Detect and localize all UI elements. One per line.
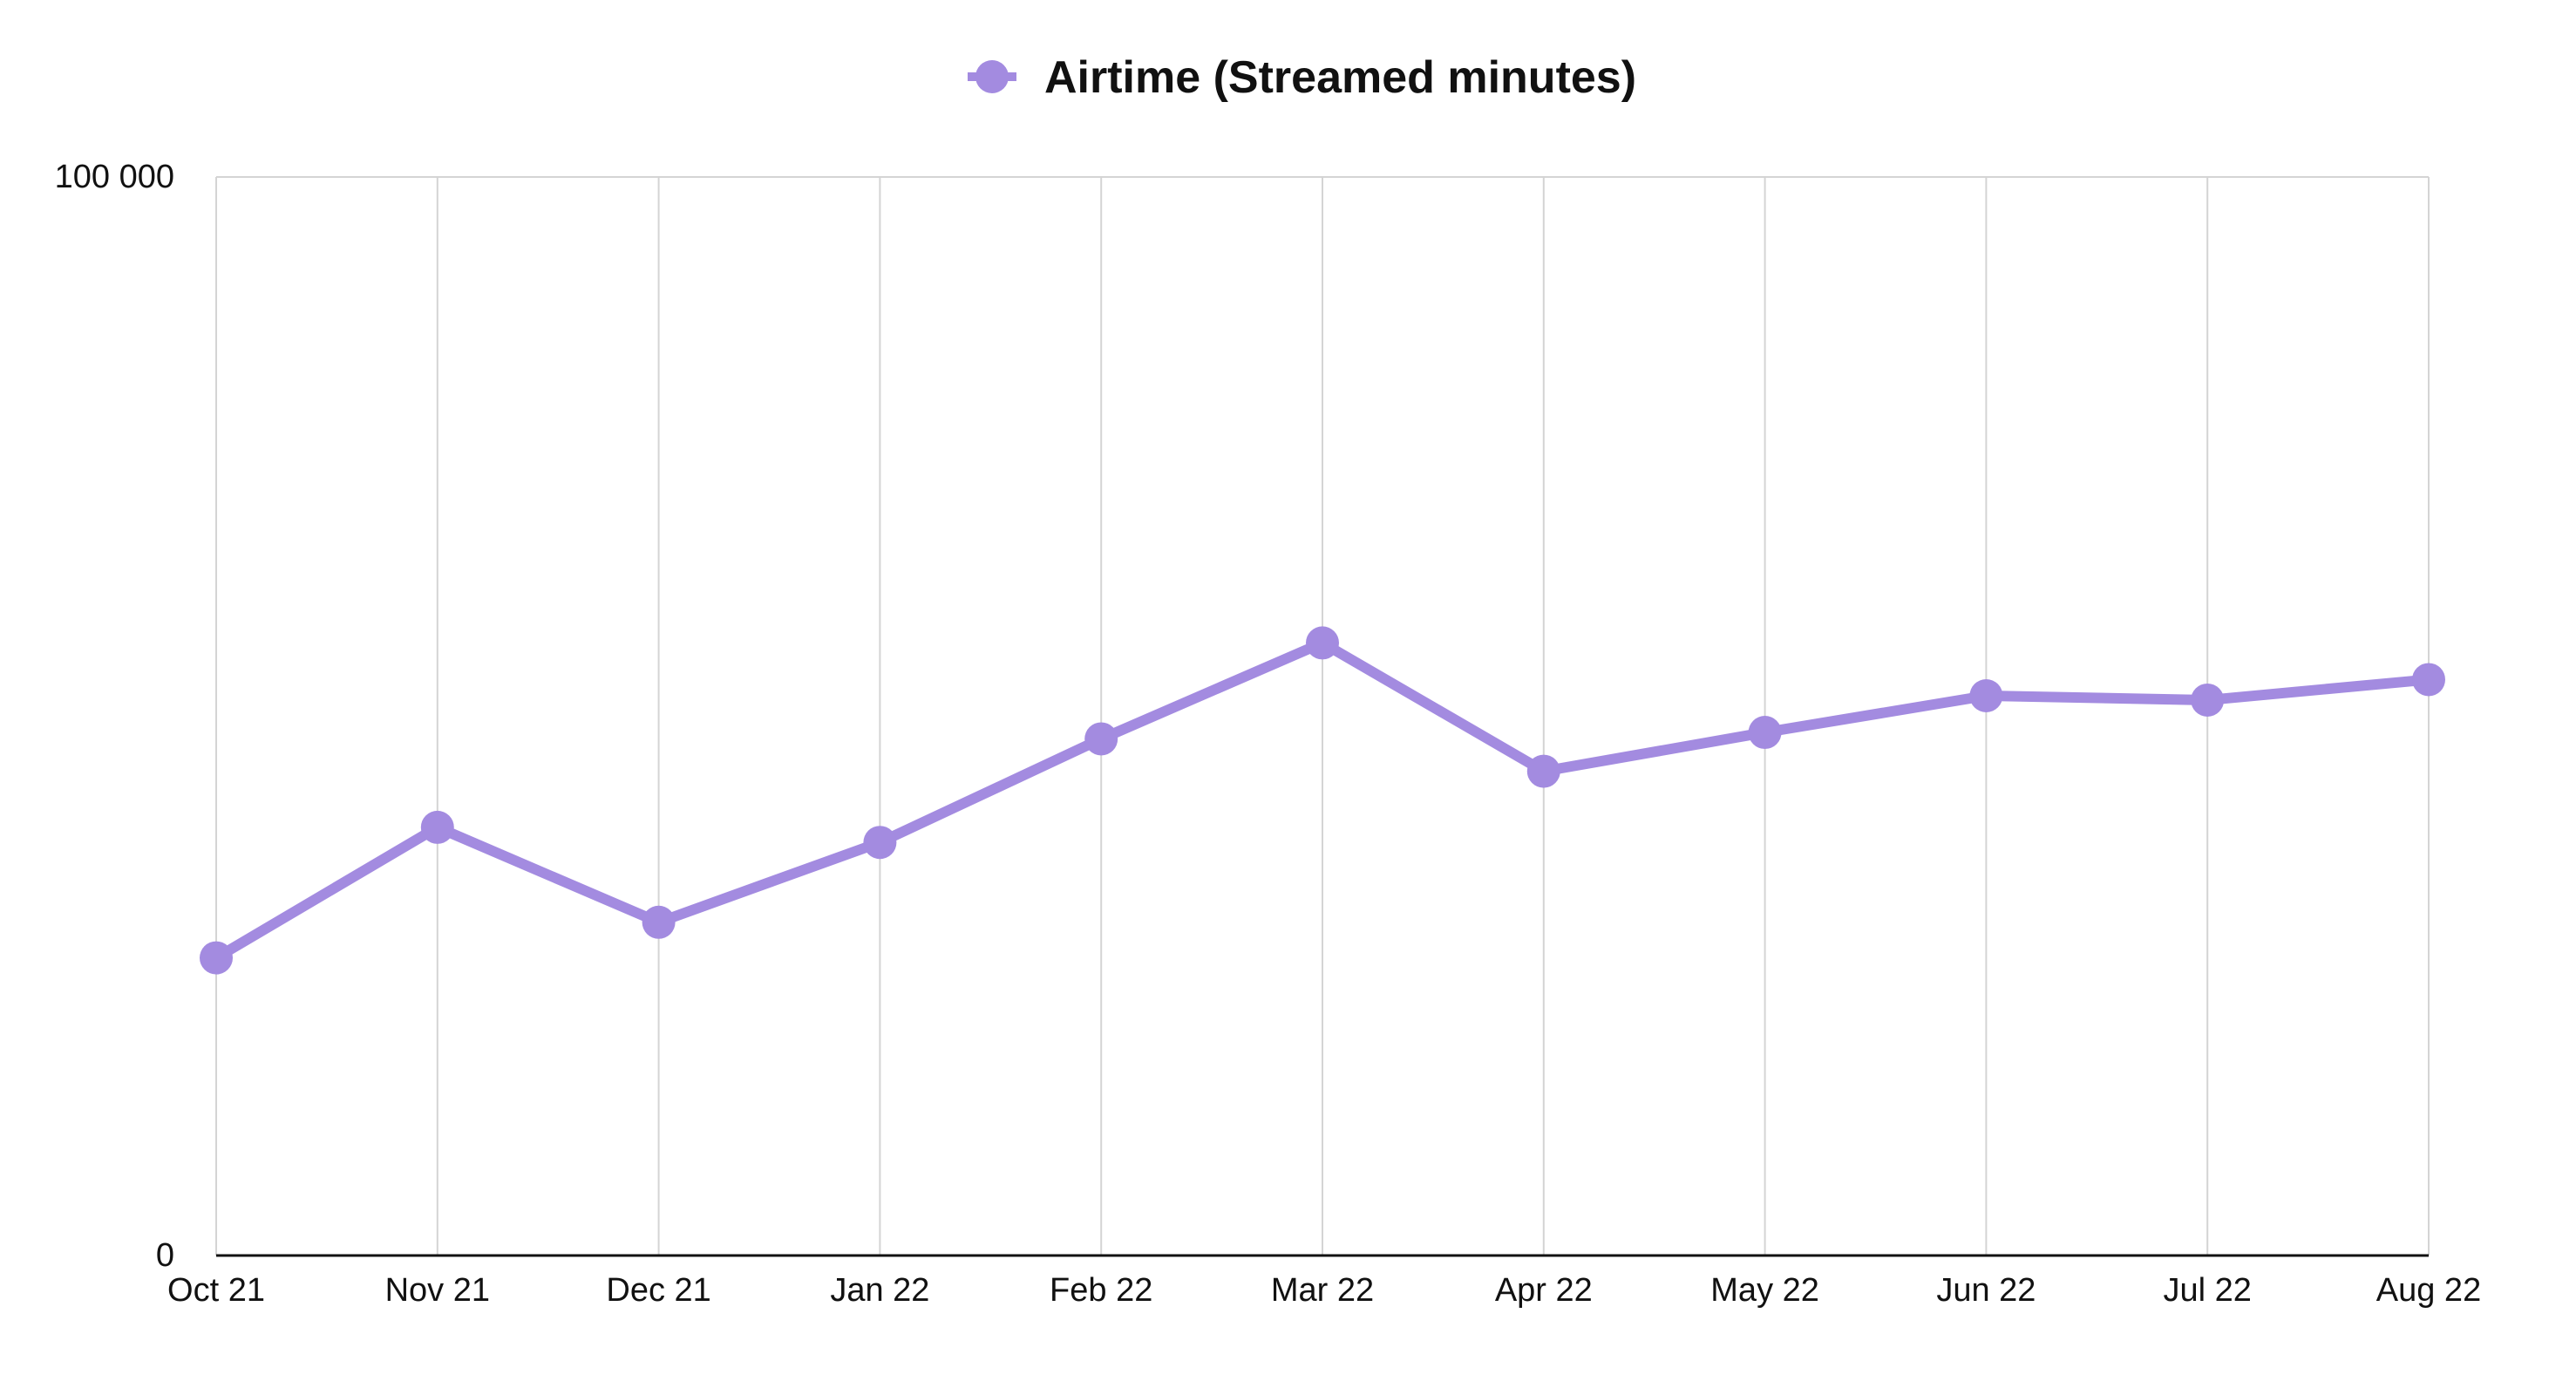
x-tick-label: Feb 22	[1050, 1272, 1152, 1309]
legend: Airtime (Streamed minutes)	[968, 52, 1636, 103]
y-tick-label: 100 000	[55, 159, 174, 195]
x-tick-label: Dec 21	[606, 1272, 710, 1309]
data-point	[863, 826, 897, 860]
data-point	[200, 941, 233, 975]
data-point	[642, 905, 676, 939]
data-point	[1084, 722, 1118, 756]
y-tick-label: 0	[156, 1237, 174, 1274]
x-tick-label: Jun 22	[1936, 1272, 2036, 1309]
x-tick-label: Jan 22	[830, 1272, 929, 1309]
legend-label: Airtime (Streamed minutes)	[1044, 52, 1636, 103]
data-point	[1306, 626, 1339, 660]
data-point	[1748, 716, 1782, 750]
x-tick-label: Oct 21	[167, 1272, 265, 1309]
x-tick-label: Nov 21	[385, 1272, 490, 1309]
data-point	[420, 810, 454, 844]
legend-marker-icon	[975, 60, 1009, 93]
data-point	[2191, 683, 2225, 717]
x-tick-label: May 22	[1710, 1272, 1819, 1309]
data-point	[1526, 754, 1560, 788]
x-tick-label: Apr 22	[1495, 1272, 1593, 1309]
x-tick-label: Mar 22	[1271, 1272, 1374, 1309]
x-tick-label: Jul 22	[2163, 1272, 2251, 1309]
data-point	[2412, 663, 2445, 697]
x-tick-label: Aug 22	[2376, 1272, 2481, 1309]
data-point	[1969, 678, 2003, 712]
